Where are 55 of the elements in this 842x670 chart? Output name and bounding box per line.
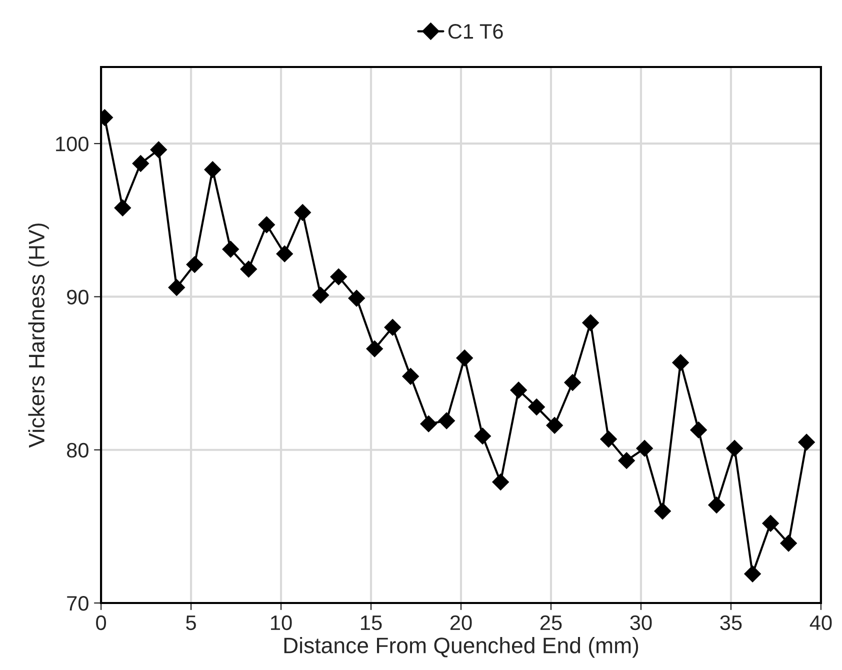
y-tick-label: 100 xyxy=(56,136,88,152)
point xyxy=(618,452,635,469)
point xyxy=(474,428,491,444)
point xyxy=(276,245,293,262)
x-tick-label: 30 xyxy=(630,615,652,630)
point xyxy=(150,141,168,158)
point xyxy=(528,398,545,416)
point xyxy=(600,430,617,448)
point xyxy=(582,314,599,332)
point xyxy=(330,268,347,286)
x-tick-label: 5 xyxy=(186,616,196,630)
point xyxy=(456,350,473,366)
y-tick-label: 90 xyxy=(67,290,88,304)
point xyxy=(636,440,653,457)
legend-label: C1 T6 xyxy=(448,24,503,39)
point xyxy=(240,260,257,278)
point xyxy=(726,440,743,457)
point xyxy=(672,354,689,371)
point xyxy=(384,318,401,336)
x-tick-label: 15 xyxy=(361,616,382,630)
point xyxy=(744,566,761,582)
point xyxy=(168,279,186,296)
point xyxy=(546,416,563,434)
point xyxy=(762,514,779,532)
x-tick-label: 25 xyxy=(540,615,562,630)
point xyxy=(402,368,419,385)
point xyxy=(366,340,383,358)
y-tick-label: 70 xyxy=(67,596,88,611)
point xyxy=(690,422,707,438)
point xyxy=(492,474,509,490)
point xyxy=(780,534,797,552)
y-axis-title: Vickers Hardness (HV) xyxy=(28,224,49,448)
point xyxy=(114,200,132,216)
point xyxy=(708,496,725,514)
x-tick-label: 10 xyxy=(271,615,292,630)
point xyxy=(654,502,671,520)
x-axis-title: Distance From Quenched End (mm) xyxy=(284,637,638,658)
point xyxy=(258,216,275,234)
point xyxy=(204,161,222,178)
point xyxy=(438,412,455,430)
point xyxy=(186,256,204,273)
point xyxy=(564,374,581,391)
x-tick-label: 35 xyxy=(720,615,742,630)
point xyxy=(348,290,365,307)
point xyxy=(420,415,437,432)
x-tick-label: 40 xyxy=(810,615,832,630)
point xyxy=(222,240,239,258)
point xyxy=(132,155,150,172)
point xyxy=(798,434,815,451)
point xyxy=(294,204,311,221)
x-tick-label: 20 xyxy=(450,615,472,630)
y-tick-label: 80 xyxy=(66,442,88,458)
point xyxy=(312,286,329,304)
x-tick-label: 0 xyxy=(96,615,106,630)
point xyxy=(510,382,527,399)
